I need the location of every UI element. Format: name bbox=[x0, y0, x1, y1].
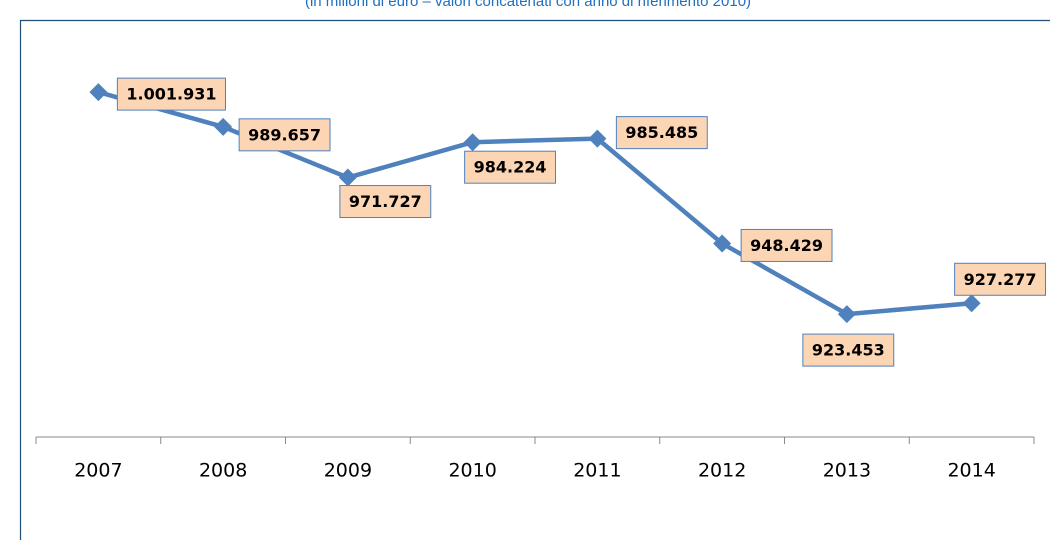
data-label-box bbox=[740, 228, 833, 262]
x-tick-label: 2007 bbox=[74, 460, 122, 482]
marker bbox=[214, 117, 233, 136]
data-label-box bbox=[954, 262, 1046, 296]
x-tick-label: 2009 bbox=[324, 460, 372, 482]
data-label: 985.485 bbox=[625, 123, 698, 142]
data-label: 948.429 bbox=[750, 236, 823, 255]
marker bbox=[713, 234, 732, 253]
frame bbox=[19, 19, 1050, 540]
x-tick-label: 2011 bbox=[573, 460, 621, 482]
data-label-box bbox=[116, 77, 226, 111]
data-label-box bbox=[615, 116, 708, 150]
marker bbox=[962, 294, 981, 313]
data-label: 989.657 bbox=[248, 125, 321, 144]
data-label: 1.001.931 bbox=[126, 85, 216, 104]
marker bbox=[463, 133, 482, 152]
data-label: 927.277 bbox=[964, 270, 1037, 289]
data-label-box bbox=[339, 185, 432, 219]
marker bbox=[338, 168, 357, 187]
data-label-box bbox=[238, 118, 331, 152]
data-label-box bbox=[464, 150, 556, 184]
x-tick-label: 2014 bbox=[947, 460, 995, 482]
data-label-box bbox=[802, 333, 895, 367]
marker bbox=[837, 305, 856, 324]
chart-subtitle: (in milioni di euro – valori concatenati… bbox=[305, 0, 751, 10]
x-tick-label: 2012 bbox=[698, 460, 746, 482]
marker bbox=[89, 83, 108, 102]
data-label: 923.453 bbox=[812, 341, 885, 360]
data-label: 971.727 bbox=[349, 192, 422, 211]
x-tick-label: 2013 bbox=[823, 460, 871, 482]
x-tick-label: 2010 bbox=[448, 460, 496, 482]
x-tick-label: 2008 bbox=[199, 460, 247, 482]
data-label: 984.224 bbox=[474, 158, 547, 177]
marker bbox=[588, 129, 607, 148]
